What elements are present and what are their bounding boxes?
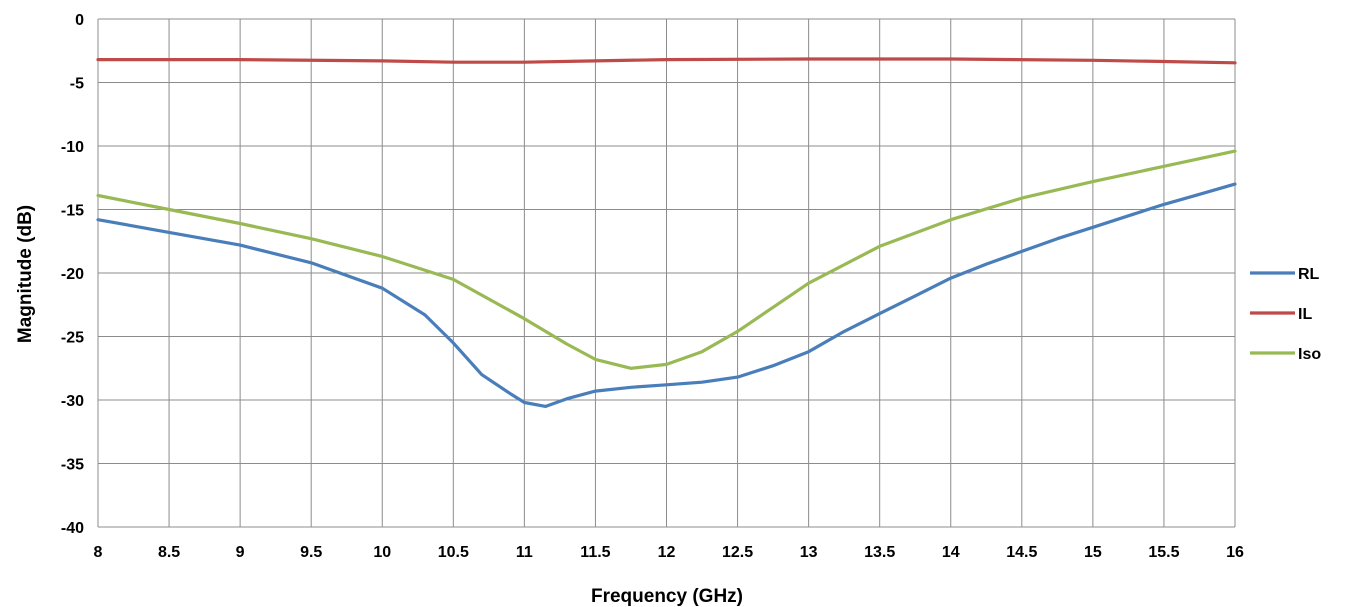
y-tick-label: -35 bbox=[61, 457, 84, 474]
x-tick-label: 13.5 bbox=[864, 544, 895, 561]
x-tick-label: 8 bbox=[94, 544, 103, 561]
x-tick-label: 11.5 bbox=[580, 544, 610, 561]
x-tick-label: 14.5 bbox=[1006, 544, 1037, 561]
x-tick-label: 16 bbox=[1226, 544, 1244, 561]
x-tick-label: 9.5 bbox=[300, 544, 322, 561]
y-tick-label: -10 bbox=[61, 139, 84, 156]
x-tick-label: 12.5 bbox=[722, 544, 753, 561]
series-line-il bbox=[96, 57, 1237, 65]
x-tick-label: 13 bbox=[800, 544, 818, 561]
y-tick-label: -25 bbox=[61, 330, 84, 347]
x-tick-label: 10 bbox=[373, 544, 391, 561]
tick-labels: 8 8.5 9 9.5 10 10.5 11 11.5 12 12.5 13 13.5 14 14.5 15… bbox=[61, 12, 1244, 561]
x-tick-label: 15 bbox=[1084, 544, 1102, 561]
legend-label-il: IL bbox=[1298, 306, 1312, 323]
y-tick-label: -40 bbox=[61, 520, 84, 537]
x-tick-label: 11 bbox=[516, 544, 533, 561]
x-axis-title: Frequency (GHz) bbox=[591, 586, 743, 607]
y-axis-title: Magnitude (dB) bbox=[15, 205, 36, 343]
series-layer bbox=[96, 57, 1237, 408]
x-tick-label: 14 bbox=[942, 544, 960, 561]
series-line-rl bbox=[96, 182, 1237, 408]
grid-lines bbox=[97, 18, 1236, 528]
y-tick-label: -20 bbox=[61, 266, 84, 283]
y-tick-label: 0 bbox=[75, 12, 84, 29]
y-tick-label: -5 bbox=[70, 76, 84, 93]
x-tick-label: 8.5 bbox=[158, 544, 180, 561]
legend-label-iso: Iso bbox=[1298, 346, 1321, 363]
x-tick-label: 10.5 bbox=[438, 544, 469, 561]
y-tick-label: -15 bbox=[61, 203, 84, 220]
x-tick-label: 15.5 bbox=[1148, 544, 1179, 561]
legend: RL IL Iso bbox=[1250, 266, 1321, 363]
series-line-iso bbox=[96, 149, 1237, 370]
legend-label-rl: RL bbox=[1298, 266, 1320, 283]
x-tick-label: 9 bbox=[236, 544, 245, 561]
x-tick-label: 12 bbox=[658, 544, 676, 561]
y-tick-label: -30 bbox=[61, 393, 84, 410]
